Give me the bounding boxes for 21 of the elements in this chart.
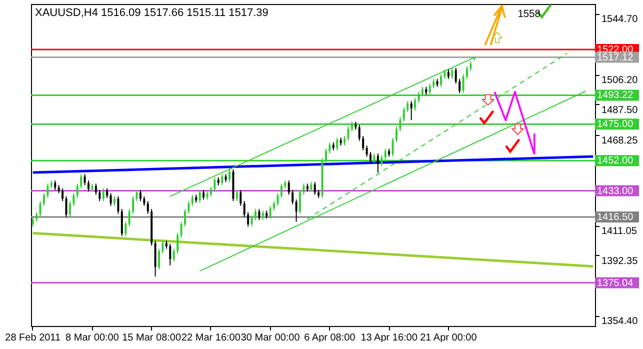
ref-line-label: 1452.00 (597, 156, 634, 167)
y-tick-label: 1487.50 (602, 104, 638, 116)
y-tick-label: 1468.25 (602, 135, 638, 146)
x-tick-label: 28 Feb 2011 (5, 332, 61, 344)
x-tick-label: 30 Mar 00:00 (240, 332, 300, 344)
y-tick-label: 1354.40 (602, 316, 638, 328)
y-tick-label: 1411.05 (602, 226, 638, 238)
ref-line-label: 1375.04 (597, 278, 634, 289)
annotation: 1558 (518, 8, 541, 20)
x-tick-label: 15 Mar 08:00 (122, 332, 182, 344)
x-tick-label: 8 Mar 00:00 (66, 332, 120, 344)
chart-title: XAUUSD,H4 1516.09 1517.66 1515.11 1517.39 (35, 7, 268, 19)
ref-line-label: 1475.00 (597, 119, 634, 130)
y-tick-label: 1544.70 (602, 14, 638, 26)
ref-line-label: 1493.22 (597, 90, 634, 102)
ref-line-label: 1433.00 (597, 186, 634, 197)
ref-line-label: 1416.50 (597, 212, 634, 223)
y-tick-label: 1392.35 (602, 256, 638, 267)
ref-line-label: 1517.12 (597, 52, 634, 64)
y-tick-label: 1506.20 (602, 75, 638, 86)
x-tick-label: 22 Mar 16:00 (181, 332, 241, 344)
